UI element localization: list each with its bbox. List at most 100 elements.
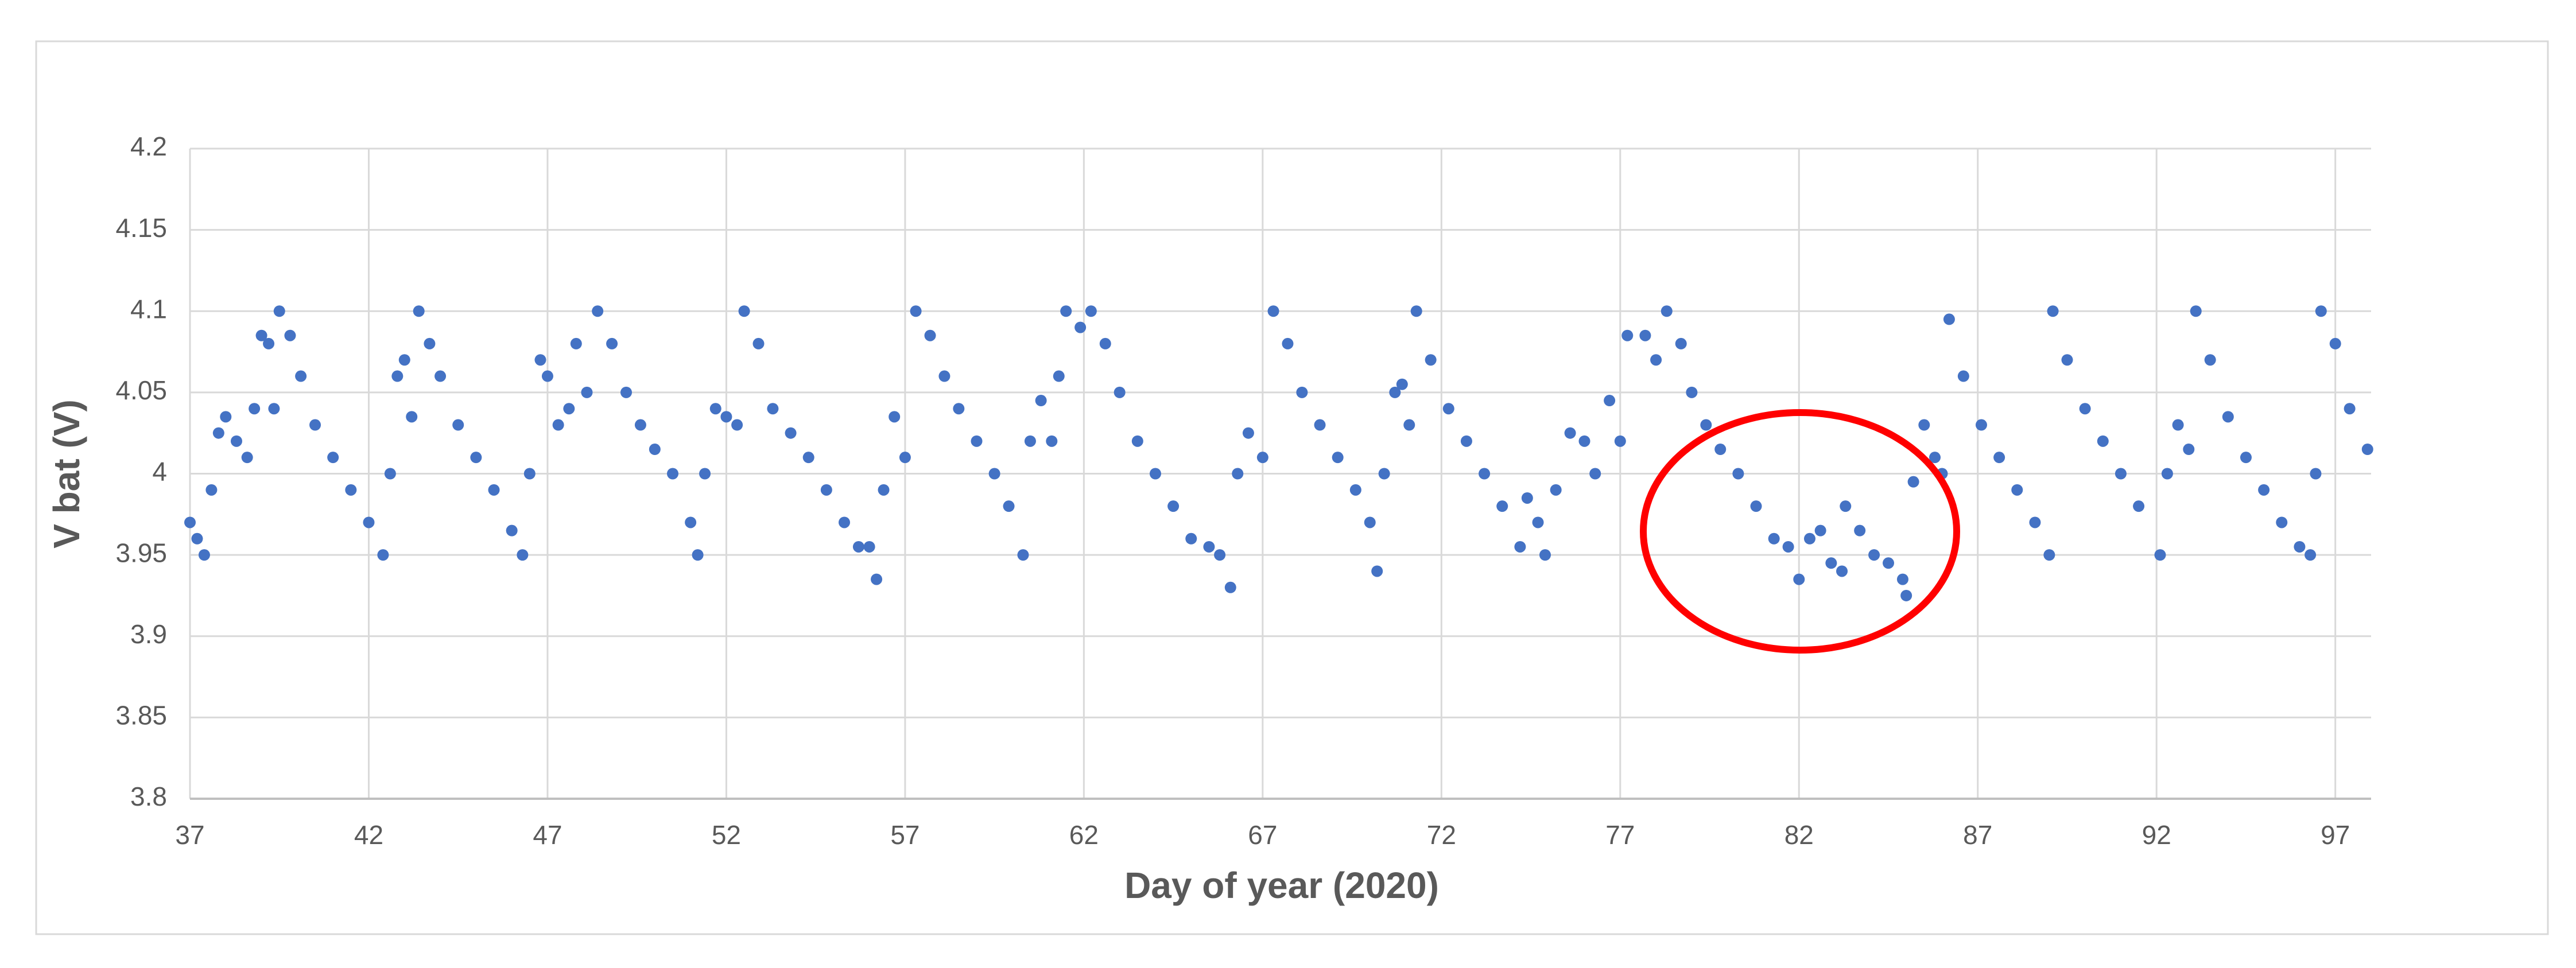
data-point: [2294, 541, 2306, 553]
data-point: [1883, 557, 1895, 569]
data-point: [1868, 549, 1880, 561]
x-tick-label: 92: [2142, 820, 2171, 850]
data-point: [2183, 444, 2195, 456]
data-point: [506, 524, 518, 537]
x-tick-label: 62: [1069, 820, 1099, 850]
data-point: [406, 411, 418, 423]
x-tick-label: 42: [354, 820, 383, 850]
x-axis-title: Day of year (2020): [1124, 865, 1439, 906]
y-tick-label: 3.9: [130, 619, 167, 649]
data-point: [1003, 500, 1015, 512]
data-point: [2204, 354, 2216, 366]
data-point: [1332, 452, 1344, 464]
y-tick-label: 4: [152, 457, 167, 487]
x-tick-label: 97: [2321, 820, 2350, 850]
data-point: [1896, 573, 1908, 585]
data-point: [720, 411, 732, 423]
data-point: [1371, 565, 1383, 577]
data-point: [191, 532, 203, 545]
data-point: [1957, 370, 1969, 382]
data-point: [878, 484, 890, 496]
data-point: [1975, 419, 1987, 431]
data-point: [1479, 468, 1491, 480]
x-tick-label: 72: [1427, 820, 1456, 850]
data-point: [263, 337, 275, 349]
data-point: [1496, 500, 1508, 512]
data-point: [1460, 435, 1472, 447]
x-tick-label: 82: [1784, 820, 1814, 850]
data-point: [2276, 516, 2288, 528]
x-tick-label: 87: [1963, 820, 1992, 850]
data-point: [1614, 435, 1626, 447]
data-point: [345, 484, 357, 496]
data-point: [988, 468, 1000, 480]
data-point: [910, 305, 922, 317]
data-point: [1650, 354, 1662, 366]
data-point: [1114, 386, 1126, 398]
data-point: [802, 452, 814, 464]
data-point: [434, 370, 447, 382]
data-point: [1060, 305, 1072, 317]
data-point: [820, 484, 832, 496]
data-point: [1099, 337, 1111, 349]
data-point: [1840, 500, 1852, 512]
x-tick-label: 37: [175, 820, 204, 850]
data-point: [488, 484, 500, 496]
points: [184, 305, 2373, 601]
data-point: [785, 427, 797, 439]
highlight-ellipse: [1640, 409, 1960, 654]
x-tick-label: 57: [890, 820, 920, 850]
data-point: [1224, 581, 1236, 593]
data-point: [2154, 549, 2166, 561]
y-tick-label: 4.2: [130, 131, 167, 161]
data-point: [1825, 557, 1837, 569]
data-point: [889, 411, 901, 423]
data-point: [1232, 468, 1244, 480]
data-point: [249, 403, 261, 415]
data-point: [198, 549, 210, 561]
data-point: [1074, 321, 1087, 333]
data-point: [1686, 386, 1698, 398]
data-point: [1267, 305, 1279, 317]
data-point: [2258, 484, 2270, 496]
data-point: [1521, 492, 1533, 504]
data-point: [699, 468, 711, 480]
data-point: [1993, 452, 2005, 464]
data-point: [2011, 484, 2023, 496]
data-point: [924, 329, 936, 341]
y-tick-label: 4.15: [115, 213, 167, 243]
data-point: [634, 419, 646, 431]
data-point: [953, 403, 965, 415]
data-point: [212, 427, 224, 439]
chart-frame: [35, 40, 2549, 935]
data-point: [273, 305, 285, 317]
data-point: [2061, 354, 2073, 366]
y-tick-label: 3.95: [115, 538, 167, 567]
data-point: [2190, 305, 2202, 317]
data-point: [1131, 435, 1143, 447]
data-point: [709, 403, 721, 415]
data-point: [1918, 419, 1930, 431]
data-point: [205, 484, 218, 496]
data-point: [899, 452, 911, 464]
data-point: [2222, 411, 2234, 423]
data-point: [2344, 403, 2356, 415]
data-point: [241, 452, 253, 464]
data-point: [839, 516, 850, 528]
data-point: [327, 452, 339, 464]
data-point: [1242, 427, 1254, 439]
data-point: [563, 403, 575, 415]
data-point: [752, 337, 765, 349]
data-point: [2305, 549, 2317, 561]
data-point: [2172, 419, 2184, 431]
data-point: [1203, 541, 1215, 553]
data-point: [1314, 419, 1326, 431]
data-point: [1539, 549, 1551, 561]
data-point: [1167, 500, 1180, 512]
data-point: [1214, 549, 1226, 561]
data-point: [2133, 500, 2145, 512]
data-point: [1035, 395, 1047, 407]
data-point: [1514, 541, 1526, 553]
data-point: [1675, 337, 1687, 349]
